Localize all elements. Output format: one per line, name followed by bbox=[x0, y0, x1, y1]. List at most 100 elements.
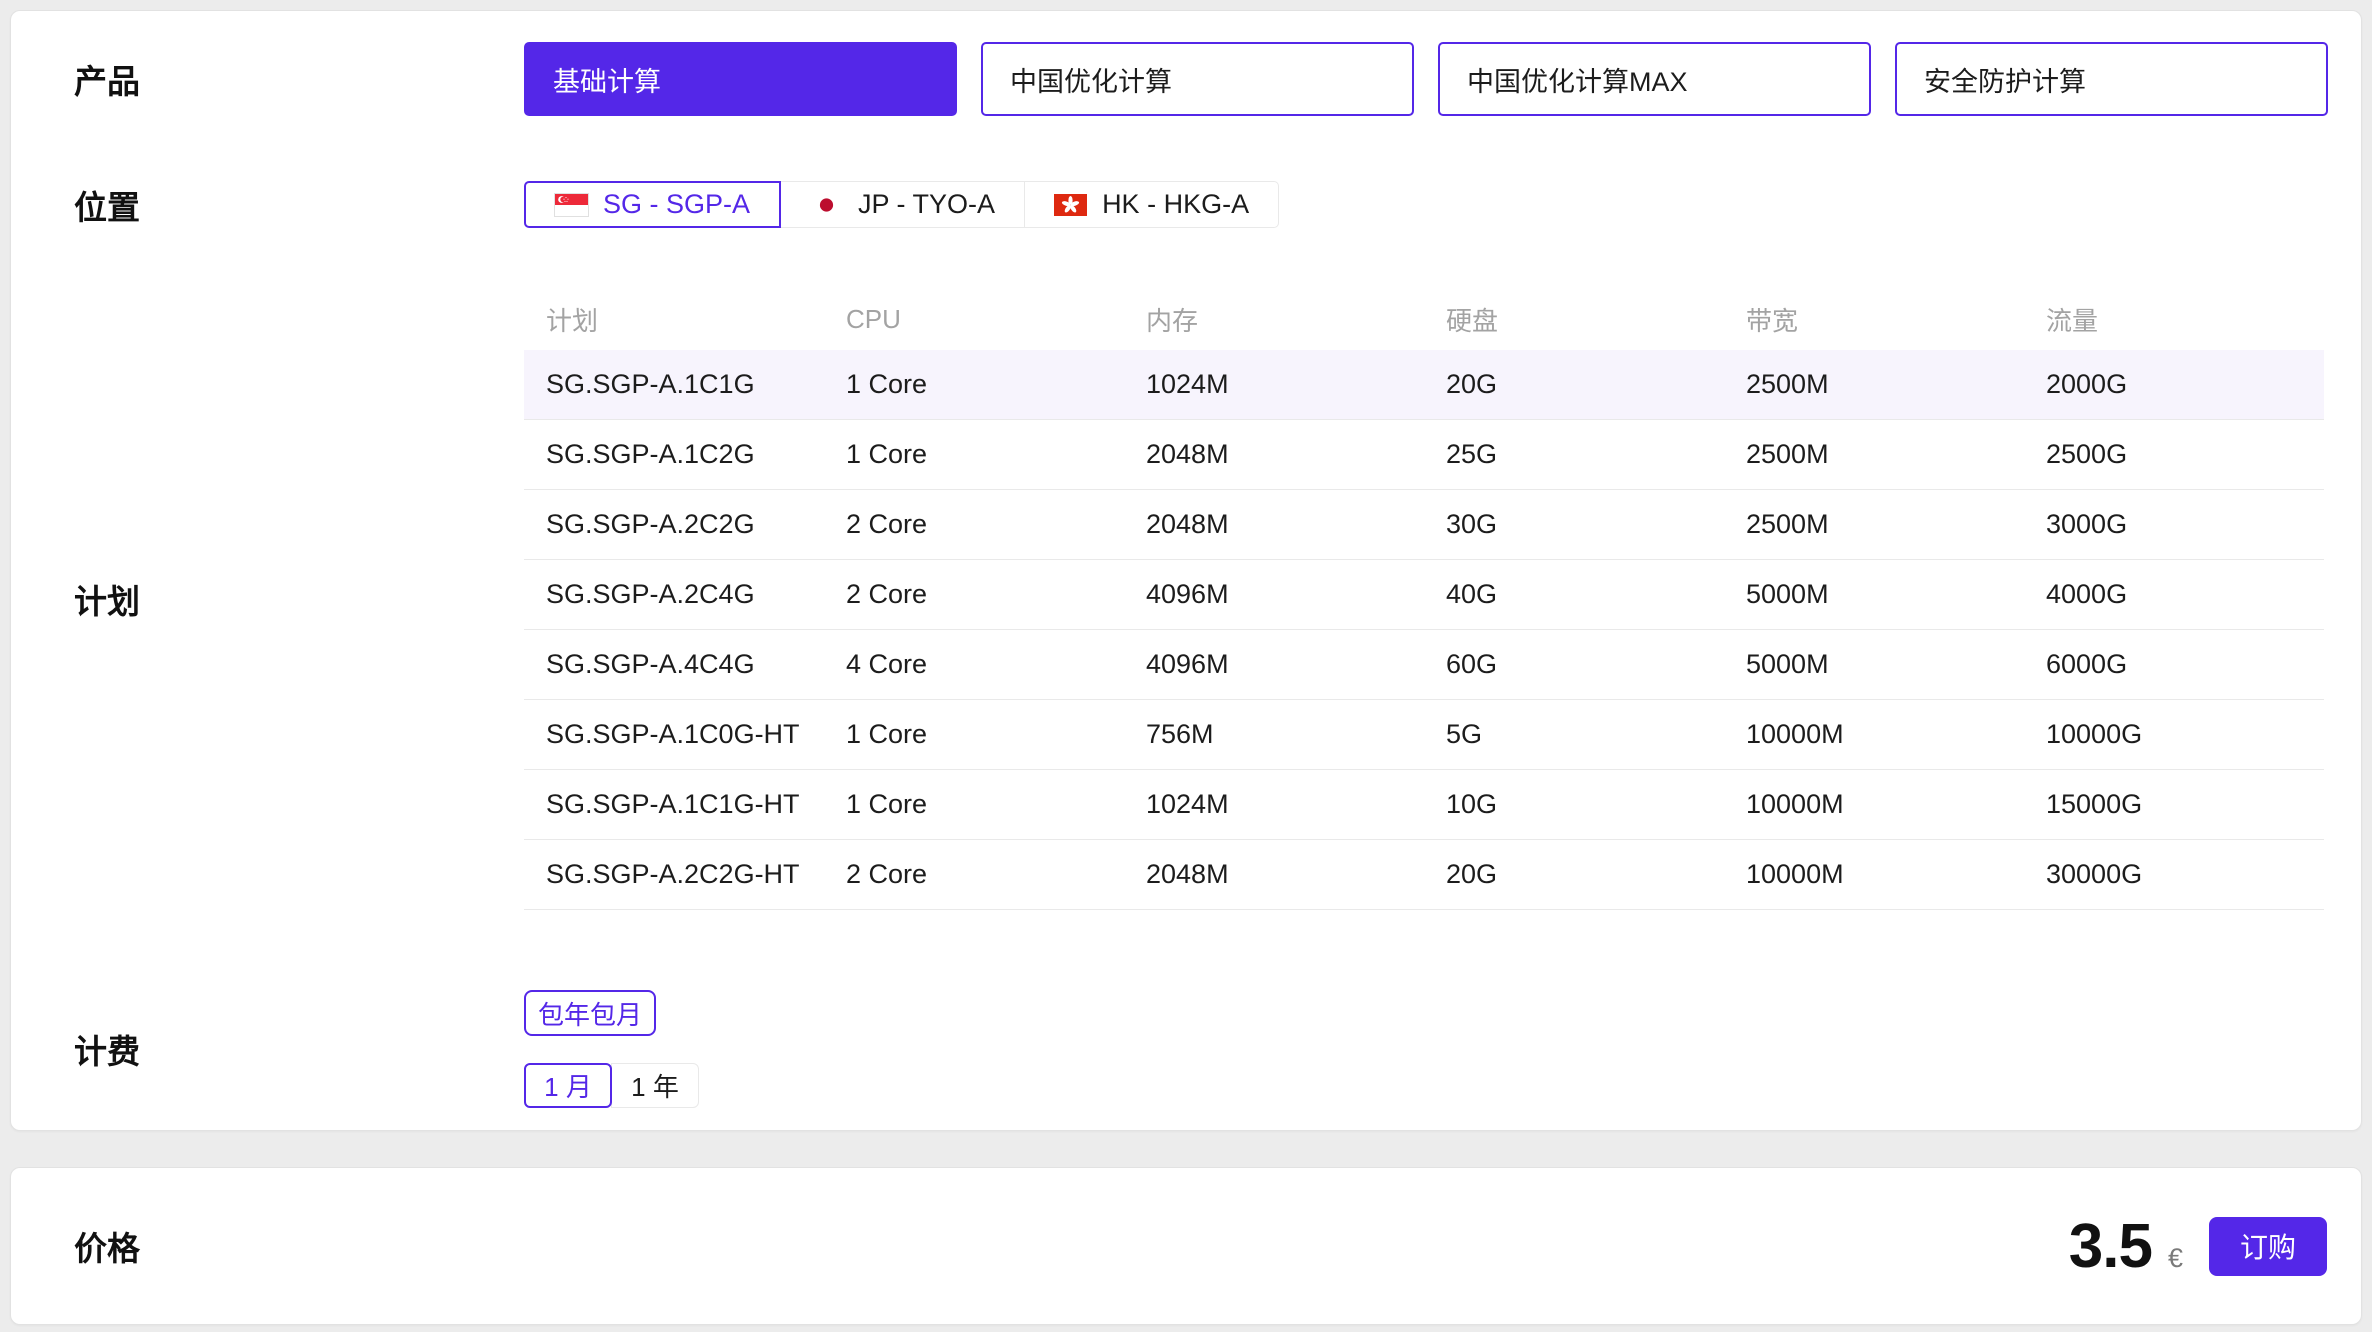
plan-section-label: 计划 bbox=[74, 583, 140, 620]
plan-cell-cpu: 2 Core bbox=[846, 579, 928, 609]
location-option-label: JP - TYO-A bbox=[858, 189, 996, 219]
price-amount: 3.5 bbox=[2068, 1211, 2153, 1281]
plan-cell-cpu: 1 Core bbox=[846, 789, 928, 819]
product-option-label: 基础计算 bbox=[553, 66, 661, 97]
plan-cell-memory: 2048M bbox=[1146, 509, 1229, 539]
plan-table-row[interactable]: SG.SGP-A.2C2G 2 Core 2048M 30G 2500M 300… bbox=[524, 490, 2324, 560]
plan-cell-bandwidth: 2500M bbox=[1746, 439, 1829, 469]
plan-cell-cpu: 2 Core bbox=[846, 509, 928, 539]
billing-section-label: 计费 bbox=[74, 1033, 140, 1070]
plan-cell-name: SG.SGP-A.4C4G bbox=[546, 649, 755, 679]
plan-cell-name: SG.SGP-A.1C0G-HT bbox=[546, 719, 800, 749]
column-header-traffic: 流量 bbox=[2046, 305, 2099, 336]
price-label: 价格 bbox=[74, 1230, 140, 1267]
plan-cell-memory: 4096M bbox=[1146, 579, 1229, 609]
plan-cell-disk: 40G bbox=[1446, 579, 1498, 609]
plan-cell-bandwidth: 10000M bbox=[1746, 789, 1844, 819]
plan-cell-traffic: 30000G bbox=[2046, 859, 2143, 889]
plan-table: 计划 CPU 内存 硬盘 带宽 流量 SG.SGP-A.1C1G 1 Core … bbox=[524, 288, 2324, 910]
plan-table-row[interactable]: SG.SGP-A.1C0G-HT 1 Core 756M 5G 10000M 1… bbox=[524, 700, 2324, 770]
plan-table-row[interactable]: SG.SGP-A.2C4G 2 Core 4096M 40G 5000M 400… bbox=[524, 560, 2324, 630]
plan-cell-traffic: 3000G bbox=[2046, 509, 2128, 539]
singapore-flag-icon bbox=[554, 192, 589, 217]
location-option-hk-hkg-a[interactable]: HK - HKG-A bbox=[1024, 181, 1280, 228]
plan-cell-name: SG.SGP-A.1C1G-HT bbox=[546, 789, 800, 819]
product-options: 基础计算 中国优化计算 中国优化计算MAX 安全防护计算 bbox=[524, 42, 2328, 116]
price-value: 3.5 € bbox=[2069, 1211, 2183, 1282]
price-summary: 3.5 € 订购 bbox=[2069, 1211, 2361, 1282]
location-option-sg-sgp-a[interactable]: SG - SGP-A bbox=[524, 181, 782, 228]
plan-cell-name: SG.SGP-A.2C4G bbox=[546, 579, 755, 609]
product-section-label: 产品 bbox=[74, 63, 140, 100]
plan-cell-disk: 25G bbox=[1446, 439, 1498, 469]
location-section-label: 位置 bbox=[74, 188, 140, 226]
column-header-bandwidth: 带宽 bbox=[1746, 305, 1799, 336]
plan-cell-traffic: 15000G bbox=[2046, 789, 2143, 819]
plan-cell-disk: 20G bbox=[1446, 369, 1498, 399]
plan-cell-traffic: 2000G bbox=[2046, 369, 2128, 399]
plan-cell-bandwidth: 2500M bbox=[1746, 369, 1829, 399]
location-section: 位置 SG - SGP-A bbox=[11, 181, 2361, 228]
column-header-plan: 计划 bbox=[546, 305, 599, 336]
plan-table-header: 计划 CPU 内存 硬盘 带宽 流量 bbox=[524, 288, 2324, 350]
location-option-jp-tyo-a[interactable]: JP - TYO-A bbox=[780, 181, 1026, 228]
billing-period-1-year[interactable]: 1 年 bbox=[611, 1063, 699, 1108]
plan-table-row[interactable]: SG.SGP-A.2C2G-HT 2 Core 2048M 20G 10000M… bbox=[524, 840, 2324, 910]
plan-table-row[interactable]: SG.SGP-A.1C1G 1 Core 1024M 20G 2500M 200… bbox=[524, 350, 2324, 420]
plan-cell-memory: 1024M bbox=[1146, 369, 1229, 399]
plan-table-row[interactable]: SG.SGP-A.1C1G-HT 1 Core 1024M 10G 10000M… bbox=[524, 770, 2324, 840]
billing-period-1-month[interactable]: 1 月 bbox=[524, 1063, 612, 1108]
plan-cell-traffic: 4000G bbox=[2046, 579, 2128, 609]
plan-cell-memory: 4096M bbox=[1146, 649, 1229, 679]
plan-cell-disk: 60G bbox=[1446, 649, 1498, 679]
plan-section: 计划 计划 CPU 内存 硬盘 带宽 流量 SG.SGP-A.1C1G 1 Co… bbox=[11, 288, 2361, 910]
column-header-cpu: CPU bbox=[846, 303, 901, 334]
plan-cell-bandwidth: 5000M bbox=[1746, 579, 1829, 609]
billing-cycle-button[interactable]: 包年包月 bbox=[524, 990, 656, 1036]
plan-cell-disk: 30G bbox=[1446, 509, 1498, 539]
plan-cell-traffic: 6000G bbox=[2046, 649, 2128, 679]
product-option-label: 中国优化计算MAX bbox=[1467, 66, 1688, 97]
plan-cell-cpu: 1 Core bbox=[846, 719, 928, 749]
product-option-label: 安全防护计算 bbox=[1924, 66, 2086, 97]
location-option-label: HK - HKG-A bbox=[1102, 189, 1250, 219]
plan-cell-cpu: 2 Core bbox=[846, 859, 928, 889]
plan-cell-name: SG.SGP-A.2C2G-HT bbox=[546, 859, 800, 889]
product-section: 产品 基础计算 中国优化计算 中国优化计算MAX 安全防护计算 bbox=[11, 42, 2361, 116]
currency-symbol: € bbox=[2167, 1242, 2183, 1273]
plan-cell-memory: 2048M bbox=[1146, 859, 1229, 889]
plan-cell-disk: 5G bbox=[1446, 719, 1483, 749]
plan-cell-bandwidth: 5000M bbox=[1746, 649, 1829, 679]
billing-options: 包年包月 1 月 1 年 bbox=[524, 990, 699, 1108]
plan-cell-traffic: 10000G bbox=[2046, 719, 2143, 749]
plan-cell-bandwidth: 2500M bbox=[1746, 509, 1829, 539]
plan-cell-cpu: 1 Core bbox=[846, 369, 928, 399]
location-option-label: SG - SGP-A bbox=[603, 189, 751, 219]
plan-cell-bandwidth: 10000M bbox=[1746, 859, 1844, 889]
product-option-china-optimized-max[interactable]: 中国优化计算MAX bbox=[1438, 42, 1871, 116]
price-bar: 价格 3.5 € 订购 bbox=[10, 1167, 2362, 1325]
plan-cell-cpu: 1 Core bbox=[846, 439, 928, 469]
plan-cell-traffic: 2500G bbox=[2046, 439, 2128, 469]
location-options: SG - SGP-A JP - TYO-A bbox=[524, 181, 1280, 228]
plan-table-row[interactable]: SG.SGP-A.4C4G 4 Core 4096M 60G 5000M 600… bbox=[524, 630, 2324, 700]
japan-flag-icon bbox=[810, 193, 844, 216]
configurator-card: 产品 基础计算 中国优化计算 中国优化计算MAX 安全防护计算 位置 bbox=[10, 10, 2362, 1131]
hong-kong-flag-icon bbox=[1054, 193, 1088, 216]
plan-table-row[interactable]: SG.SGP-A.1C2G 1 Core 2048M 25G 2500M 250… bbox=[524, 420, 2324, 490]
order-button[interactable]: 订购 bbox=[2209, 1216, 2327, 1276]
product-option-basic-compute[interactable]: 基础计算 bbox=[524, 42, 957, 116]
product-option-security-compute[interactable]: 安全防护计算 bbox=[1895, 42, 2328, 116]
product-option-label: 中国优化计算 bbox=[1010, 66, 1172, 97]
plan-cell-memory: 2048M bbox=[1146, 439, 1229, 469]
plan-cell-name: SG.SGP-A.1C2G bbox=[546, 439, 755, 469]
column-header-disk: 硬盘 bbox=[1446, 305, 1499, 336]
plan-cell-disk: 20G bbox=[1446, 859, 1498, 889]
column-header-memory: 内存 bbox=[1146, 305, 1199, 336]
product-option-china-optimized[interactable]: 中国优化计算 bbox=[981, 42, 1414, 116]
billing-period-group: 1 月 1 年 bbox=[524, 1063, 699, 1108]
billing-section: 计费 包年包月 1 月 1 年 bbox=[11, 990, 2361, 1108]
plan-cell-disk: 10G bbox=[1446, 789, 1498, 819]
plan-cell-bandwidth: 10000M bbox=[1746, 719, 1844, 749]
plan-cell-name: SG.SGP-A.1C1G bbox=[546, 369, 755, 399]
